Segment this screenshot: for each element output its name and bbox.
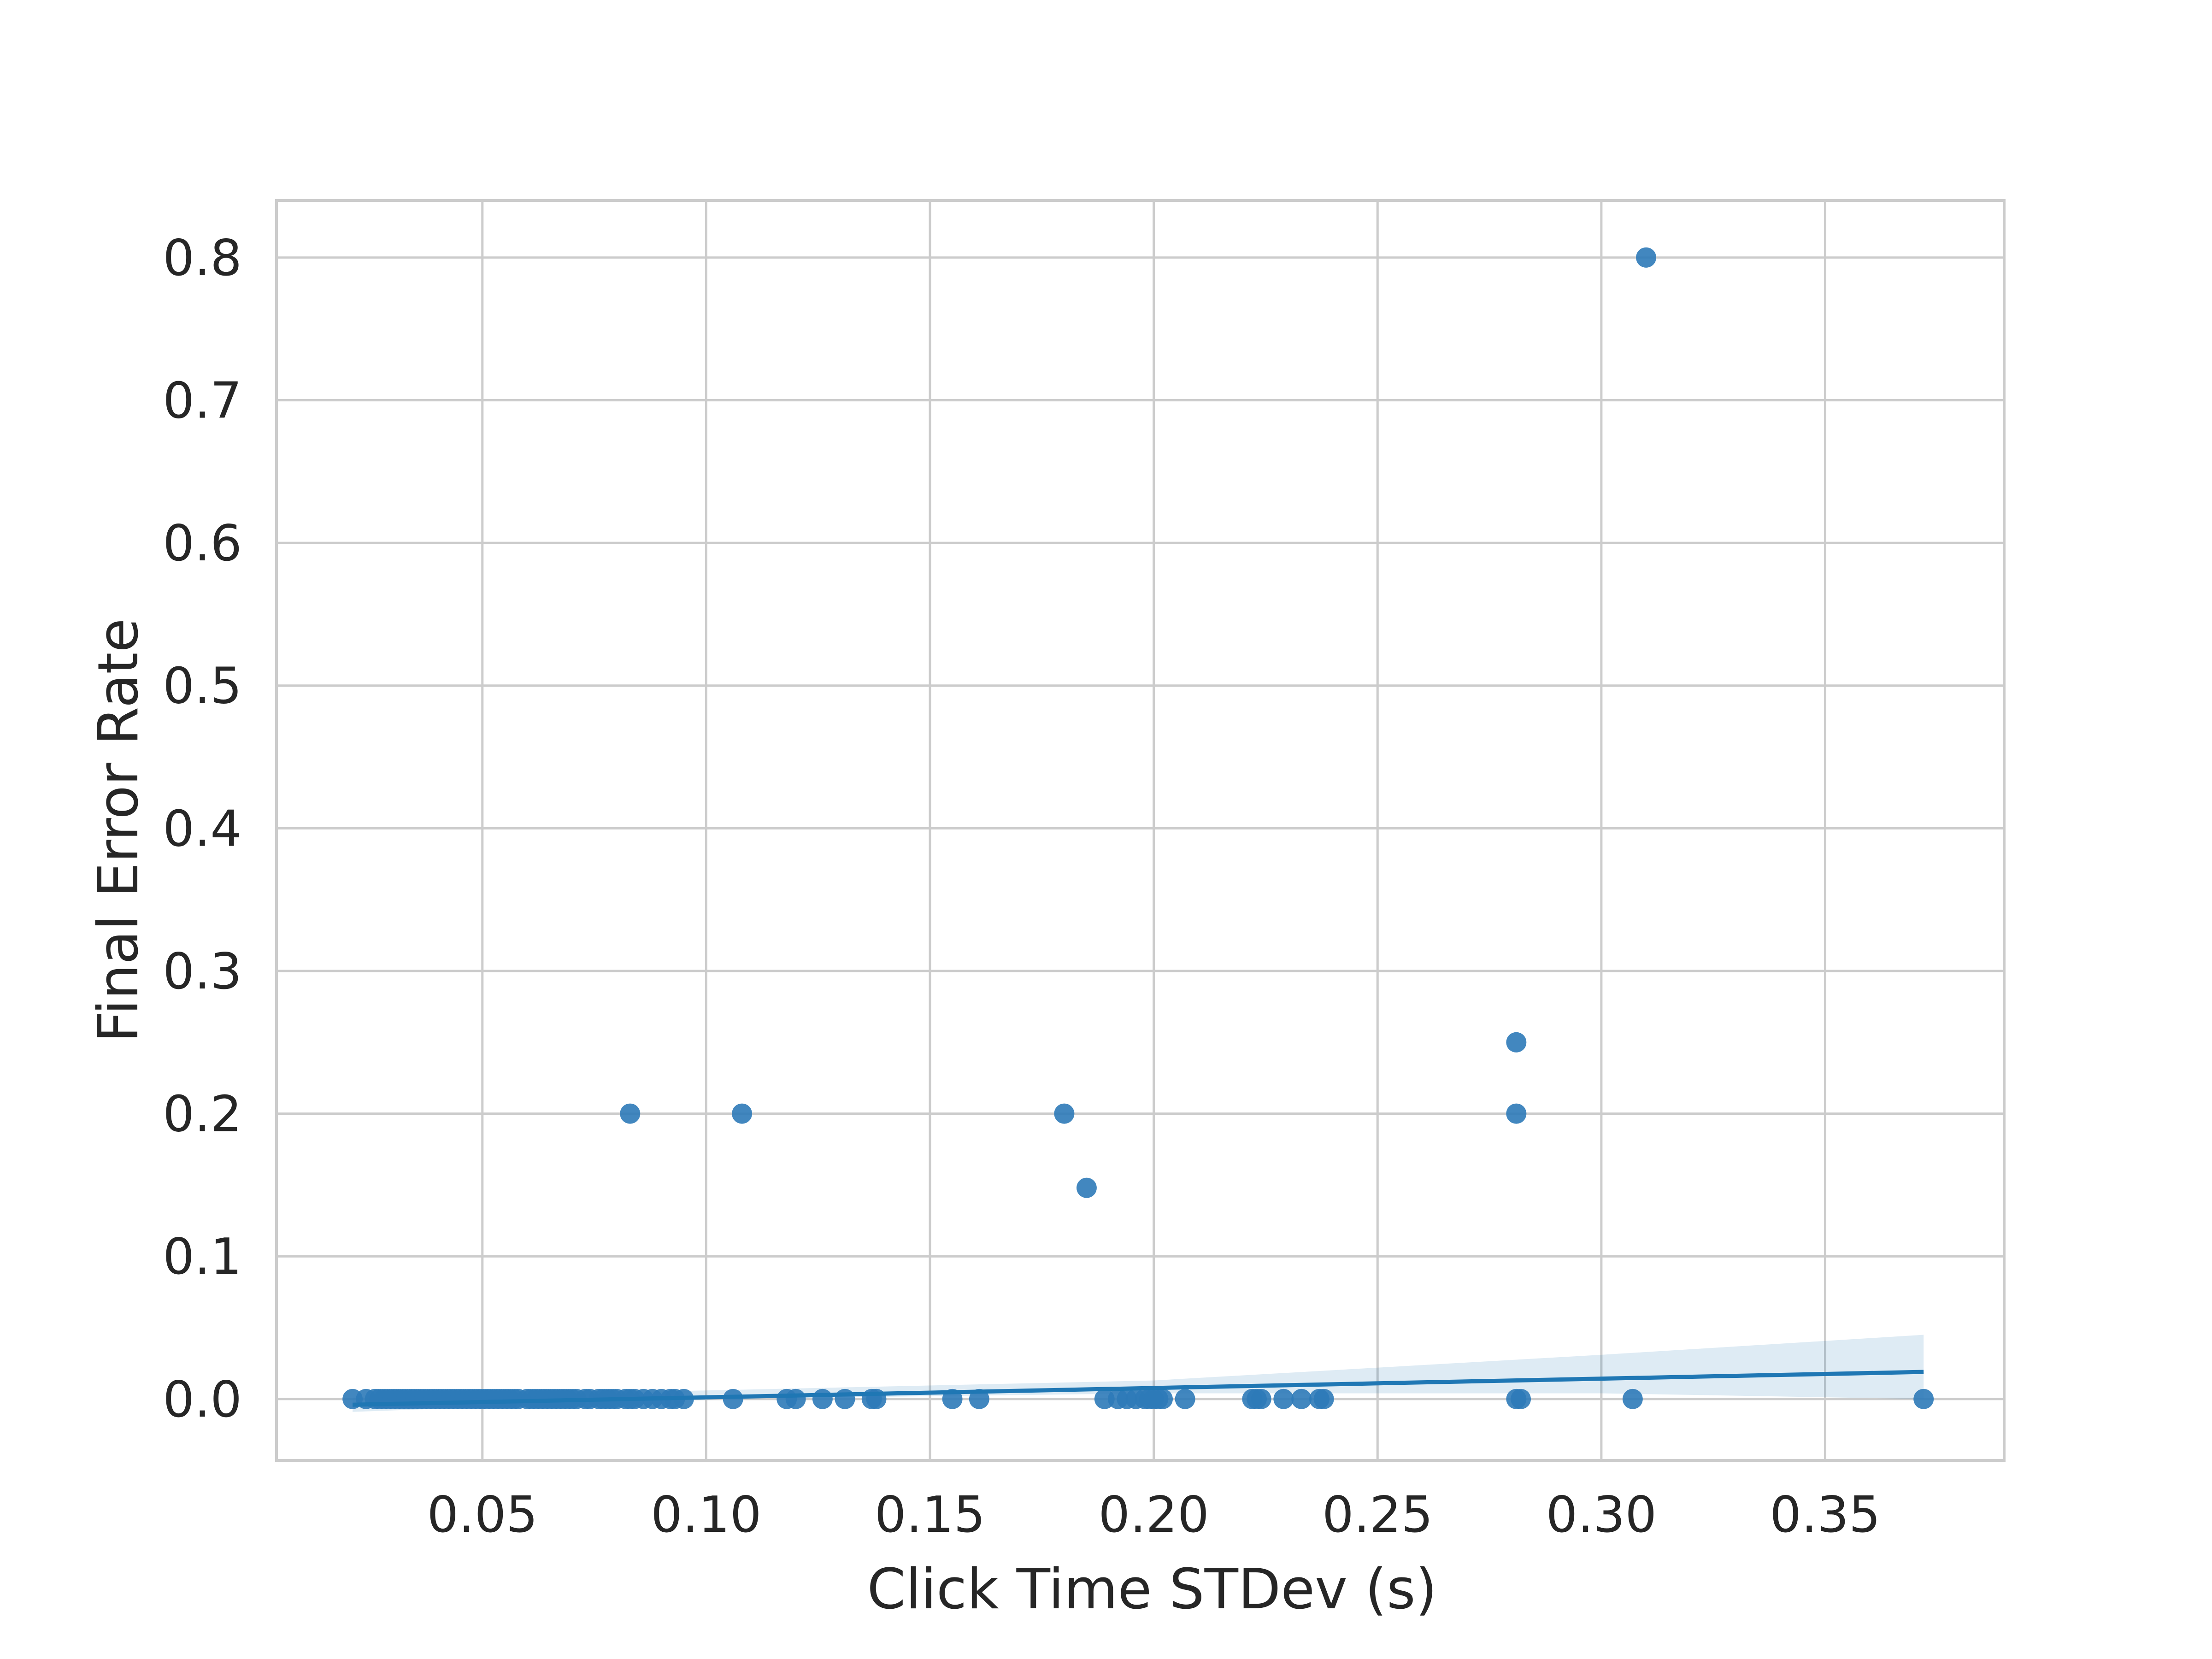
data-point [1153, 1388, 1173, 1409]
x-tick-label: 0.20 [1098, 1486, 1209, 1544]
y-axis-label: Final Error Rate [87, 618, 151, 1043]
x-tick-labels: 0.05 0.10 0.15 0.20 0.25 0.30 0.35 [427, 1486, 1881, 1544]
y-tick-label: 0.6 [163, 515, 242, 572]
x-axis-label: Click Time STDev (s) [867, 1558, 1437, 1622]
data-point [1622, 1388, 1643, 1409]
data-point [1636, 247, 1657, 268]
data-point [723, 1388, 743, 1409]
data-point [1054, 1103, 1075, 1124]
data-point [1251, 1388, 1271, 1409]
regression-line-path [353, 1370, 1924, 1407]
data-point [1076, 1177, 1097, 1198]
y-tick-label: 0.5 [163, 658, 242, 715]
data-point [785, 1388, 806, 1409]
x-tick-label: 0.25 [1322, 1486, 1433, 1544]
data-point [1313, 1388, 1334, 1409]
data-point [812, 1388, 833, 1409]
y-tick-label: 0.0 [163, 1371, 242, 1429]
data-point [732, 1103, 753, 1124]
data-point [1506, 1103, 1527, 1124]
data-point [1511, 1388, 1531, 1409]
data-point [620, 1103, 641, 1124]
data-point [1506, 1032, 1527, 1053]
y-tick-label: 0.8 [163, 229, 242, 287]
y-tick-label: 0.3 [163, 943, 242, 1000]
data-point [835, 1388, 855, 1409]
plot-frame [275, 199, 2006, 1462]
data-point [1175, 1388, 1195, 1409]
grid [276, 200, 2004, 1460]
x-tick-label: 0.10 [651, 1486, 761, 1544]
x-tick-label: 0.35 [1770, 1486, 1880, 1544]
x-tick-label: 0.05 [427, 1486, 538, 1544]
y-tick-label: 0.4 [163, 800, 242, 858]
data-point [1913, 1388, 1934, 1409]
regression-line [353, 1370, 1924, 1407]
y-tick-label: 0.7 [163, 372, 242, 429]
y-tick-label: 0.1 [163, 1228, 242, 1286]
data-point [1273, 1388, 1294, 1409]
x-tick-label: 0.30 [1546, 1486, 1657, 1544]
data-point [969, 1388, 989, 1409]
y-tick-label: 0.2 [163, 1086, 242, 1143]
x-tick-label: 0.15 [875, 1486, 985, 1544]
data-point [1291, 1388, 1312, 1409]
confidence-band [353, 1335, 1924, 1412]
y-tick-labels: 0.0 0.1 0.2 0.3 0.4 0.5 0.6 0.7 0.8 [163, 229, 242, 1429]
confidence-band-area [353, 1335, 1924, 1412]
